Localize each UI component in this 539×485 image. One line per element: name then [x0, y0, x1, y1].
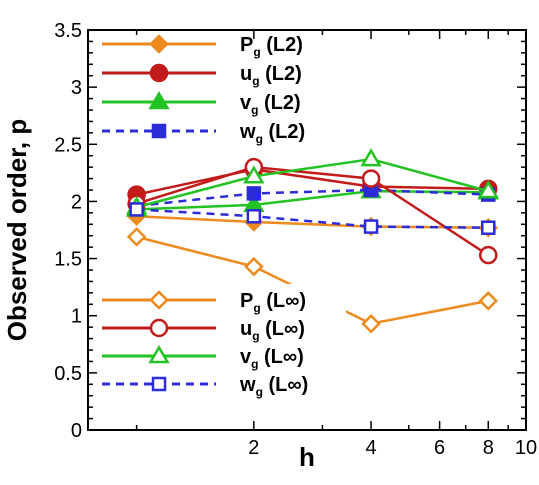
x-axis-title: h [299, 442, 315, 472]
legend-entry-label: Pg (L2) [240, 34, 303, 59]
y-tick-label: 0 [71, 420, 82, 442]
data-point [243, 165, 265, 184]
y-tick-label: 1.5 [54, 249, 82, 271]
legend-swatch-marker [148, 91, 170, 110]
data-point [361, 313, 381, 334]
legend-swatch-marker [148, 345, 170, 364]
plot-frame [87, 29, 527, 431]
legend-entry-label: vg (L2) [240, 92, 301, 117]
data-point [361, 169, 381, 188]
legend-entry-label: ug (L2) [240, 63, 302, 88]
legend-box-1 [96, 28, 320, 148]
data-point [478, 291, 499, 311]
series-line [136, 168, 489, 196]
series-line [136, 208, 489, 229]
data-point [246, 186, 262, 201]
data-point [244, 256, 264, 277]
series-line [136, 189, 489, 211]
x-tick-label: 6 [434, 437, 445, 459]
x-tick-label: 4 [365, 437, 376, 459]
data-point [363, 219, 379, 234]
data-point [126, 227, 147, 247]
series-line [136, 215, 489, 229]
y-tick-label: 0.5 [54, 363, 82, 385]
y-tick-label: 2.5 [54, 134, 82, 156]
series-7 [125, 148, 499, 215]
y-axis-title: Observed order, p [2, 119, 32, 342]
data-point [477, 180, 499, 199]
series-8 [129, 202, 496, 235]
legend-entry-label: ug (L∞) [240, 318, 305, 343]
y-tick-label: 3.5 [54, 20, 82, 42]
legend-entry-label: wg (L2) [239, 121, 305, 146]
legend-entry-label: Pg (L∞) [240, 290, 306, 315]
legend-swatch-marker [149, 318, 169, 338]
legend-swatch-marker [149, 34, 169, 54]
data-point [479, 245, 498, 265]
legend-swatch-marker [151, 123, 167, 139]
data-point [129, 202, 144, 217]
legend: Pg (L2) ug (L2) vg (L2) wg (L2) Pg (L∞) ug (L… [96, 28, 346, 400]
series-line [136, 165, 489, 257]
legend-swatch-marker [151, 376, 167, 392]
ticks: 0 0.5 1 1.5 2 2.5 3 3.5 2 4 6 8 10 [54, 20, 537, 459]
y-tick-label: 3 [71, 77, 82, 99]
legend-entry-label: wg (L∞) [239, 374, 308, 399]
legend-swatch-marker [149, 290, 169, 310]
data-point [481, 220, 496, 235]
series-line [136, 157, 489, 209]
series-line [136, 188, 489, 208]
plot-layer [125, 148, 499, 334]
data-point [360, 148, 382, 167]
x-tick-label: 2 [248, 437, 259, 459]
x-tick-label: 10 [515, 437, 537, 459]
y-tick-label: 1 [71, 306, 82, 328]
axes [87, 29, 527, 431]
legend-swatch-marker [149, 63, 169, 83]
data-point [246, 209, 262, 224]
y-tick-label: 2 [71, 191, 82, 213]
legend-box-2 [96, 284, 346, 400]
x-tick-label: 8 [483, 437, 494, 459]
legend-entry-label: vg (L∞) [240, 346, 304, 371]
